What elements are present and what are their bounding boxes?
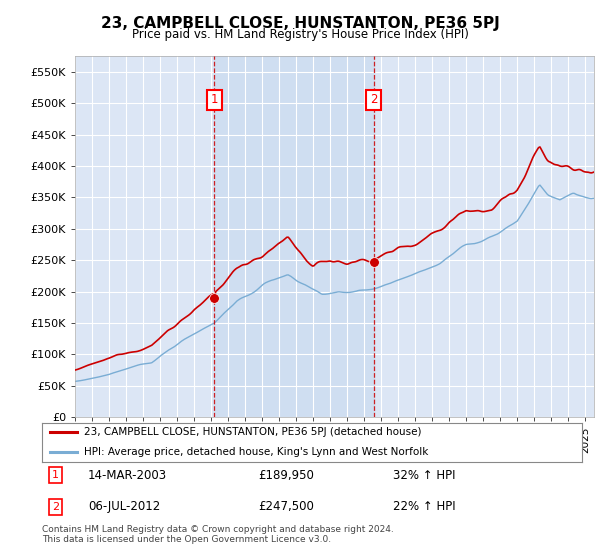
Text: Contains HM Land Registry data © Crown copyright and database right 2024.
This d: Contains HM Land Registry data © Crown c… [42,525,394,544]
Bar [214,56,374,417]
Text: 14-MAR-2003: 14-MAR-2003 [88,469,167,482]
Text: 2: 2 [370,94,377,106]
Text: 22% ↑ HPI: 22% ↑ HPI [393,500,455,514]
Text: 32% ↑ HPI: 32% ↑ HPI [393,469,455,482]
Text: 23, CAMPBELL CLOSE, HUNSTANTON, PE36 5PJ (detached house): 23, CAMPBELL CLOSE, HUNSTANTON, PE36 5PJ… [84,427,422,437]
Text: 06-JUL-2012: 06-JUL-2012 [88,500,160,514]
Text: HPI: Average price, detached house, King's Lynn and West Norfolk: HPI: Average price, detached house, King… [84,447,428,457]
Text: £189,950: £189,950 [258,469,314,482]
Text: £247,500: £247,500 [258,500,314,514]
Text: 23, CAMPBELL CLOSE, HUNSTANTON, PE36 5PJ: 23, CAMPBELL CLOSE, HUNSTANTON, PE36 5PJ [101,16,499,31]
Text: 1: 1 [52,470,59,480]
Text: Price paid vs. HM Land Registry's House Price Index (HPI): Price paid vs. HM Land Registry's House … [131,28,469,41]
Text: 1: 1 [211,94,218,106]
Text: 2: 2 [52,502,59,512]
